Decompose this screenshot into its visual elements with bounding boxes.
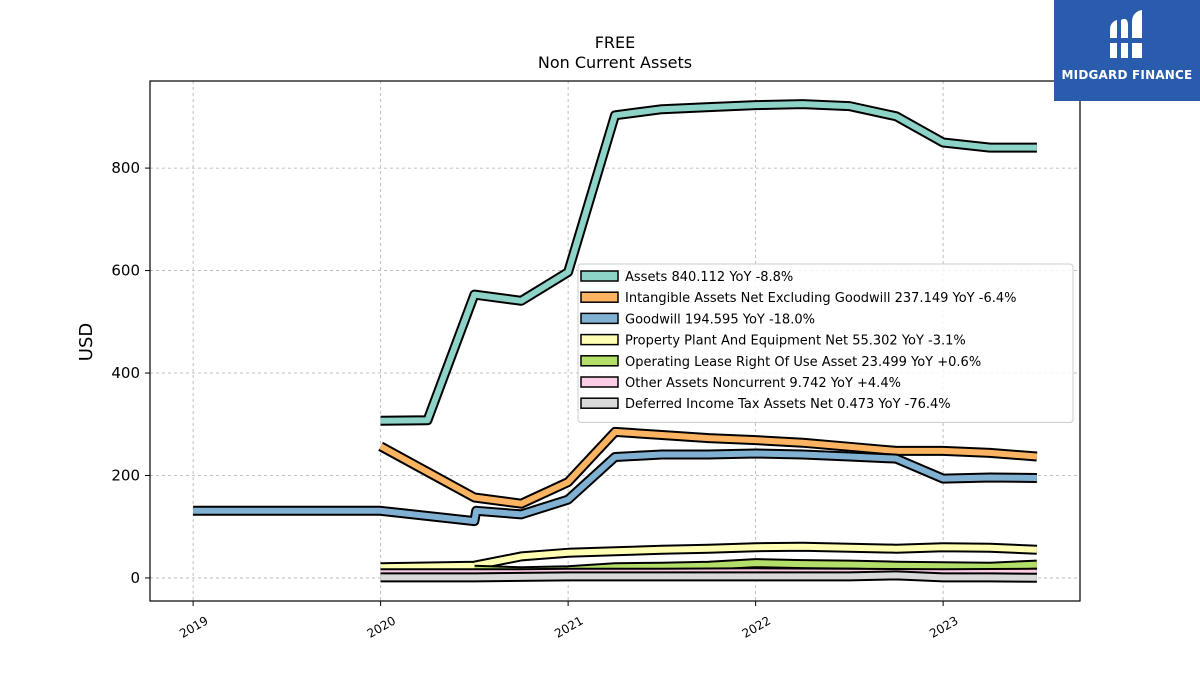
legend-entry: Other Assets Noncurrent 9.742 YoY +4.4%	[625, 376, 901, 391]
y-axis-label: USD	[76, 323, 97, 361]
series-line	[380, 101, 1037, 424]
series-deferred-income-tax-assets-net	[380, 570, 1037, 583]
legend-entry: Property Plant And Equipment Net 55.302 …	[625, 334, 966, 349]
x-tick-label: 2023	[927, 613, 960, 640]
x-tick-label: 2021	[552, 613, 585, 640]
y-tick-label: 600	[111, 262, 140, 280]
y-tick-label: 0	[130, 569, 140, 587]
logo-mark-icon	[1108, 10, 1144, 58]
legend-swatch	[580, 376, 619, 388]
legend-swatch	[580, 333, 619, 346]
legend-entry: Assets 840.112 YoY -8.8%	[625, 270, 793, 285]
midgard-finance-logo: MIDGARD FINANCE	[1054, 0, 1200, 101]
plot-frame	[149, 80, 1081, 602]
y-tick-label: 400	[111, 364, 140, 382]
series-line	[379, 428, 1038, 507]
x-tick-label: 2020	[365, 613, 398, 640]
series-outline	[378, 426, 1038, 509]
series-lines	[193, 99, 1038, 583]
legend-entry: Deferred Income Tax Assets Net 0.473 YoY…	[625, 397, 951, 412]
legend-swatch	[580, 312, 619, 325]
x-tick-label: 2022	[740, 613, 773, 640]
legend-swatch	[580, 355, 619, 367]
legend-entry: Operating Lease Right Of Use Asset 23.49…	[625, 355, 981, 370]
series-intangible-assets-net-excluding-goodwill	[378, 426, 1038, 509]
logo-text: MIDGARD FINANCE	[1061, 68, 1193, 82]
chart-title: FREE	[595, 33, 636, 52]
legend: Assets 840.112 YoY -8.8% Intangible Asset…	[577, 263, 1074, 423]
legend-box	[577, 263, 1074, 423]
legend-swatch	[580, 291, 619, 303]
y-tick-label: 200	[111, 466, 140, 484]
series-line	[380, 543, 1038, 571]
series-goodwill	[193, 448, 1037, 527]
legend-swatch	[580, 270, 619, 282]
series-line	[380, 572, 1037, 581]
series-property-plant-and-equipment-net	[380, 541, 1038, 573]
chart-subtitle: Non Current Assets	[538, 53, 692, 72]
legend-entry: Intangible Assets Net Excluding Goodwill…	[625, 291, 1016, 306]
x-tick-label: 2019	[177, 613, 210, 640]
y-tick-label: 800	[111, 159, 140, 177]
series-assets	[380, 99, 1037, 426]
series-line	[193, 450, 1037, 525]
legend-entry: Goodwill 194.595 YoY -18.0%	[625, 312, 815, 327]
legend-swatch	[580, 397, 619, 409]
